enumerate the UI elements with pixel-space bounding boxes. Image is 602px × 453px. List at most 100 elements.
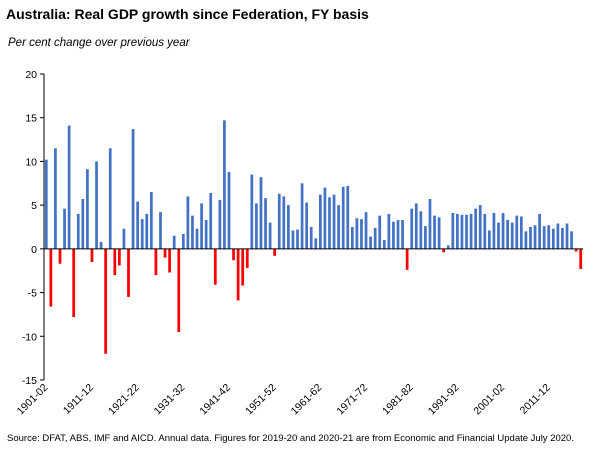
bar [510, 222, 514, 249]
bar [291, 230, 295, 249]
bar [515, 215, 519, 249]
bar [355, 218, 359, 249]
bar [369, 236, 372, 249]
bar [487, 230, 491, 249]
bar [200, 203, 203, 249]
bar [570, 231, 573, 249]
bar [551, 228, 555, 249]
bar [451, 213, 455, 249]
bar [131, 129, 135, 249]
y-tick-label: 5 [31, 200, 37, 212]
bar [168, 248, 171, 273]
x-tick-label: 1951-52 [243, 381, 279, 417]
bar [296, 229, 299, 249]
bar [58, 248, 62, 264]
bar [264, 198, 267, 249]
bar [401, 220, 404, 249]
bar [446, 245, 450, 249]
bar [396, 220, 400, 249]
chart-subtitle: Per cent change over previous year [8, 37, 190, 49]
x-tick-label: 1991-92 [426, 381, 462, 417]
bar [209, 192, 213, 249]
y-tick-label: -15 [22, 375, 37, 387]
bar [373, 227, 377, 249]
bar [382, 240, 386, 249]
bar [387, 213, 391, 249]
bar [465, 214, 468, 249]
x-tick-label: 1911-12 [61, 381, 96, 416]
bar [346, 185, 350, 249]
source-note: Source: DFAT, ABS, IMF and AICD. Annual … [7, 433, 574, 444]
bar [501, 213, 505, 249]
bar [54, 148, 57, 249]
bar [140, 219, 144, 249]
bar [542, 226, 546, 249]
bar [538, 213, 541, 249]
bar [204, 220, 208, 249]
bar [506, 220, 509, 249]
bar [328, 197, 331, 249]
bar [49, 248, 53, 307]
bar [236, 248, 240, 301]
bar [282, 196, 286, 249]
bar [474, 208, 478, 249]
bar [309, 227, 313, 249]
bar [99, 241, 103, 249]
bar [67, 125, 71, 249]
bar [90, 248, 94, 262]
bar [95, 161, 98, 249]
bar [277, 193, 281, 249]
y-tick-label: -10 [22, 331, 37, 343]
bar [223, 120, 226, 249]
bar [323, 187, 327, 249]
bar [177, 248, 181, 332]
bar [118, 248, 121, 266]
bar [364, 212, 368, 249]
bar [191, 215, 194, 249]
bar [497, 222, 500, 249]
bar [305, 202, 309, 249]
bar [63, 208, 66, 249]
bar [159, 212, 162, 249]
bar [255, 203, 258, 249]
y-tick-label: -5 [28, 288, 37, 300]
bar [232, 248, 235, 261]
bar [287, 205, 290, 249]
bar [81, 199, 85, 249]
bar [456, 213, 459, 249]
bar [332, 194, 336, 249]
bar [405, 248, 409, 270]
bar [76, 213, 80, 249]
bar [561, 227, 564, 249]
bar [424, 226, 427, 249]
bar [149, 192, 153, 249]
x-tick-label: 1981-82 [380, 381, 416, 417]
bar [44, 159, 48, 249]
bar [337, 205, 340, 249]
axes-group [40, 73, 583, 381]
bars-group [44, 120, 583, 354]
x-tick-labels: 1901-02 1911-12 1921-22 1931-32 1941-42 1951-… [15, 381, 553, 417]
x-tick-label: 1941-42 [197, 381, 233, 417]
bar [127, 248, 130, 297]
bar [392, 221, 395, 249]
bar [213, 248, 217, 285]
bar [145, 213, 149, 249]
bar [154, 248, 158, 276]
y-tick-label: 0 [31, 244, 37, 256]
bar [245, 248, 249, 269]
bar [437, 217, 441, 249]
bar [360, 219, 363, 249]
bar [483, 213, 487, 249]
bar [72, 248, 76, 318]
bar [556, 223, 560, 249]
bar [442, 248, 446, 253]
bar [350, 227, 354, 249]
bar [108, 148, 112, 249]
bar [186, 196, 190, 249]
bar [227, 171, 231, 249]
x-tick-label: 2011-12 [518, 381, 553, 416]
bar [341, 186, 345, 249]
y-tick-label: 15 [25, 113, 37, 125]
